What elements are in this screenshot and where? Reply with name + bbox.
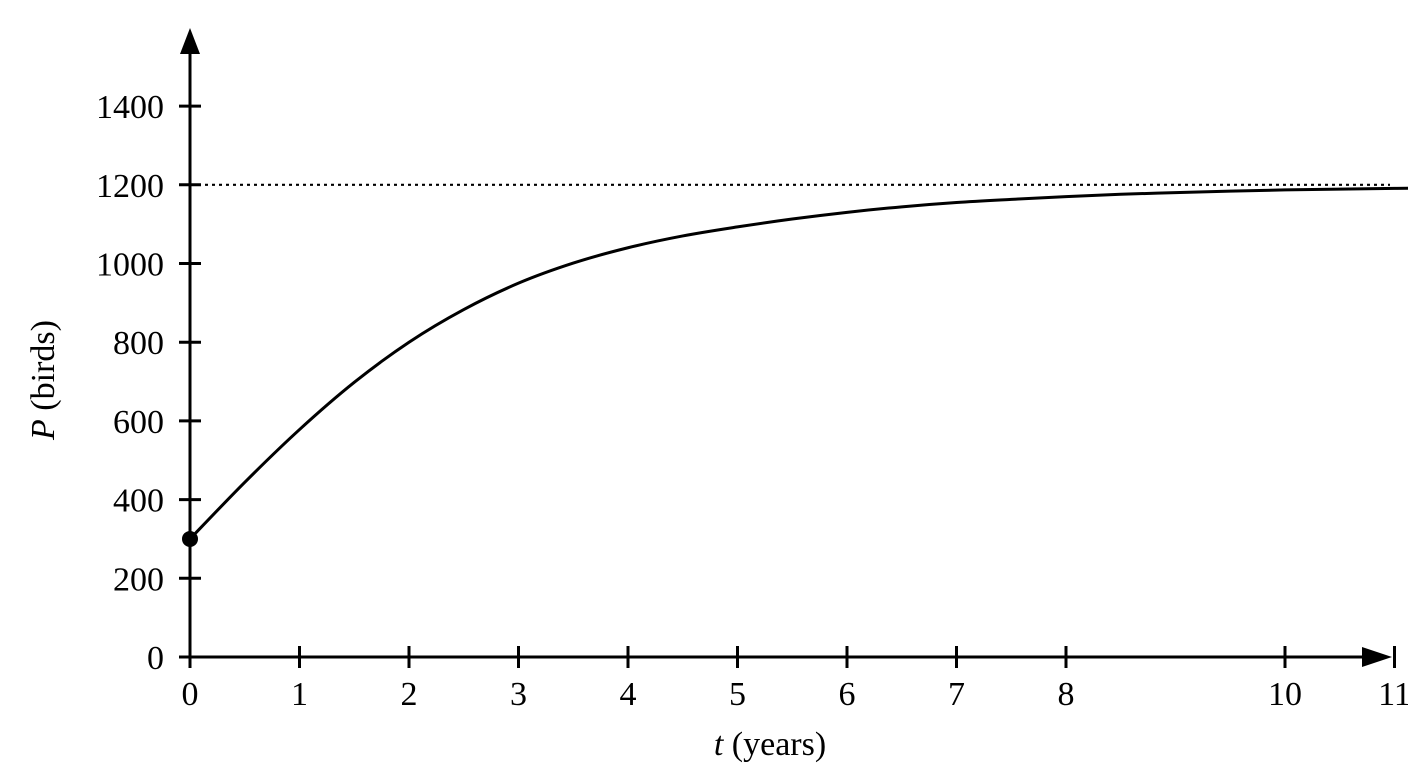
y-tick-label: 400 — [113, 483, 164, 520]
y-axis-arrow — [180, 28, 200, 54]
y-tick-label: 1400 — [96, 89, 164, 126]
x-tick-label: 3 — [510, 676, 527, 713]
x-tick-label: 5 — [729, 676, 746, 713]
y-axis-label: P (birds) — [25, 320, 62, 441]
x-tick-label: 8 — [1058, 676, 1075, 713]
x-tick-label: 11 — [1378, 676, 1408, 713]
x-axis-label: t (years) — [714, 726, 826, 763]
x-tick-label: 1 — [291, 676, 308, 713]
y-tick-label: 1200 — [96, 168, 164, 205]
x-tick-label: 6 — [839, 676, 856, 713]
x-tick-label: 4 — [620, 676, 637, 713]
y-tick-label: 0 — [147, 640, 164, 677]
x-axis-arrow — [1362, 647, 1392, 667]
population-curve — [188, 186, 1408, 540]
x-tick-label: 10 — [1268, 676, 1302, 713]
x-tick-label: 0 — [182, 676, 199, 713]
initial-point — [182, 530, 198, 547]
x-tick-label: 7 — [948, 676, 965, 713]
y-tick-label: 1000 — [96, 247, 164, 284]
y-tick-label: 600 — [113, 404, 164, 441]
x-tick-label: 2 — [401, 676, 418, 713]
y-tick-label: 200 — [113, 561, 164, 598]
y-tick-label: 800 — [113, 325, 164, 362]
